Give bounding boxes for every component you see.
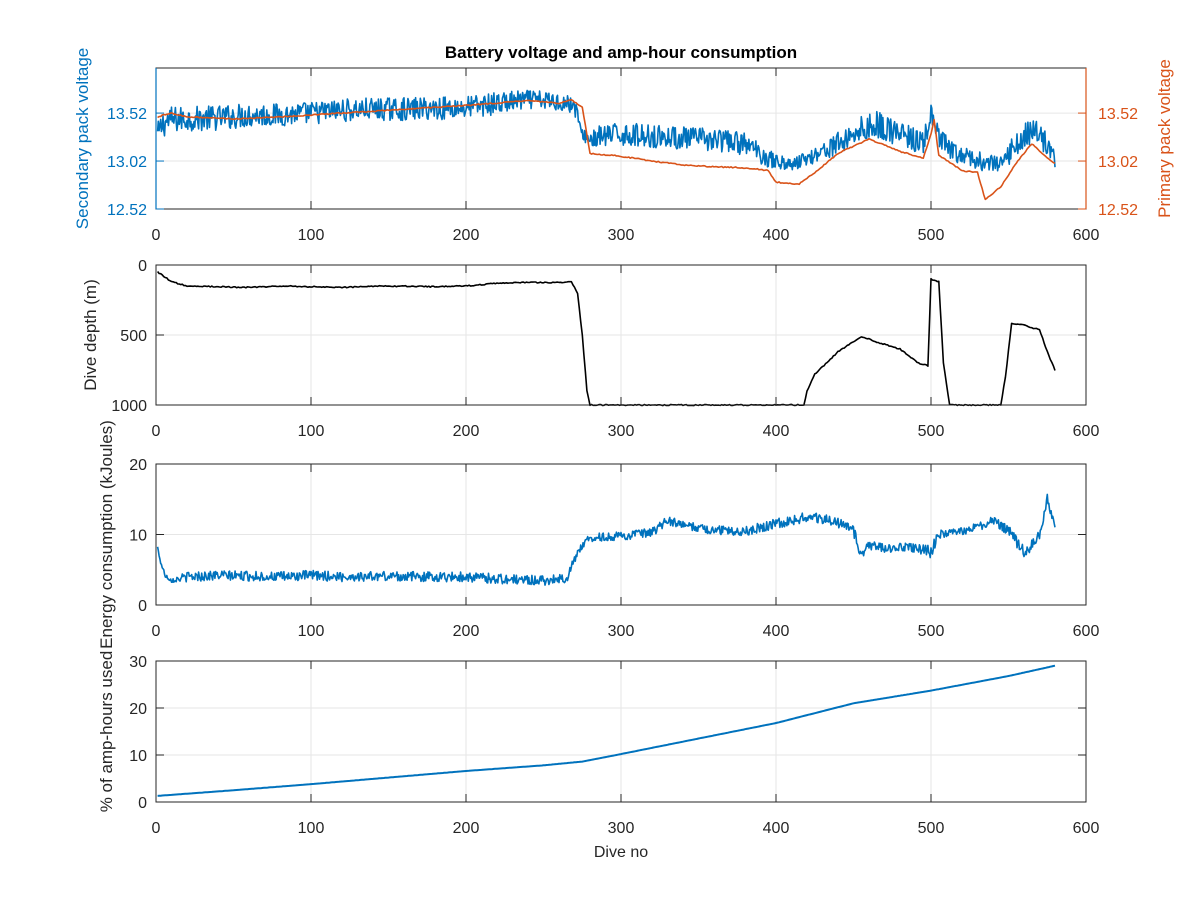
series-line-left [157, 664, 1056, 797]
y-tick-label-right: 13.02 [1098, 154, 1138, 171]
x-tick-label: 500 [918, 227, 945, 244]
x-tick-label: 0 [152, 820, 161, 837]
y-tick-label: 1000 [111, 398, 147, 415]
y-axis-label: % of amp-hours used [97, 651, 116, 813]
x-tick-label: 100 [298, 623, 325, 640]
x-tick-label: 400 [763, 820, 790, 837]
x-tick-label: 200 [453, 623, 480, 640]
y-tick-label-right: 13.52 [1098, 106, 1138, 123]
x-tick-label: 300 [608, 227, 635, 244]
x-tick-label: 600 [1073, 623, 1100, 640]
x-tick-label: 100 [298, 820, 325, 837]
y-tick-label: 30 [129, 654, 147, 671]
y-tick-label: 10 [129, 748, 147, 765]
x-tick-label: 0 [152, 227, 161, 244]
series-line-right [157, 99, 1056, 201]
x-tick-label: 500 [918, 623, 945, 640]
y-tick-label: 20 [129, 701, 147, 718]
x-tick-label: 400 [763, 623, 790, 640]
x-tick-label: 300 [608, 423, 635, 440]
series-line-left [156, 493, 1056, 586]
y-tick-label: 0 [138, 598, 147, 615]
figure-title: Battery voltage and amp-hour consumption [445, 43, 797, 62]
y-tick-label: 20 [129, 457, 147, 474]
x-tick-label: 600 [1073, 423, 1100, 440]
x-tick-label: 400 [763, 423, 790, 440]
y-axis-label: Dive depth (m) [81, 279, 100, 390]
y-tick-label: 13.52 [107, 106, 147, 123]
x-tick-label: 500 [918, 423, 945, 440]
y-axis-label: Energy consumption (kJoules) [97, 420, 116, 649]
x-axis-label: Dive no [594, 844, 648, 861]
x-tick-label: 0 [152, 623, 161, 640]
x-tick-label: 400 [763, 227, 790, 244]
y-axis-label: Secondary pack voltage [73, 48, 92, 229]
y-tick-label: 500 [120, 328, 147, 345]
x-tick-label: 500 [918, 820, 945, 837]
x-tick-label: 300 [608, 623, 635, 640]
x-tick-label: 0 [152, 423, 161, 440]
y-tick-label: 13.02 [107, 154, 147, 171]
x-tick-label: 600 [1073, 227, 1100, 244]
y-tick-label-right: 12.52 [1098, 202, 1138, 219]
y-axis-label-right: Primary pack voltage [1155, 59, 1174, 218]
y-tick-label: 10 [129, 528, 147, 545]
x-tick-label: 600 [1073, 820, 1100, 837]
y-tick-label: 12.52 [107, 202, 147, 219]
x-tick-label: 100 [298, 423, 325, 440]
x-tick-label: 200 [453, 820, 480, 837]
x-tick-label: 100 [298, 227, 325, 244]
x-tick-label: 200 [453, 227, 480, 244]
x-tick-label: 300 [608, 820, 635, 837]
x-tick-label: 200 [453, 423, 480, 440]
y-tick-label: 0 [138, 795, 147, 812]
y-tick-label: 0 [138, 258, 147, 275]
